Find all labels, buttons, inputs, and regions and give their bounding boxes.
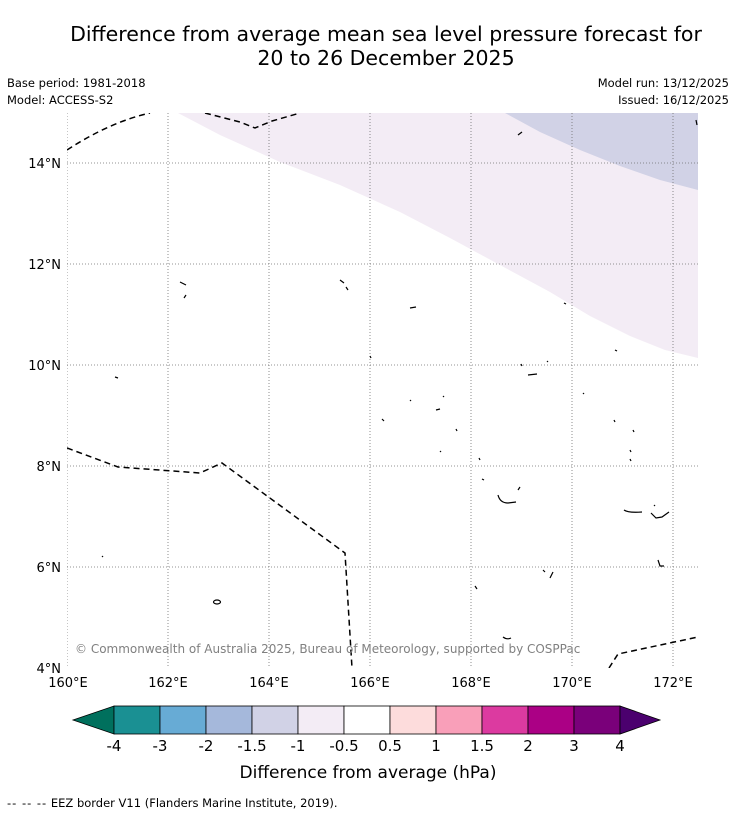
- colorbar-tick-label: 0.5: [378, 737, 402, 755]
- colorbar-bin: [435, 705, 483, 735]
- eez-legend-symbol: -- -- --: [7, 796, 48, 810]
- lon-tick-label: 168°E: [451, 676, 491, 691]
- lat-tick-label: 10°N: [28, 359, 61, 374]
- colorbar-bin: [389, 705, 437, 735]
- colorbar-bin: [251, 705, 299, 735]
- colorbar-bin: [527, 705, 575, 735]
- colorbar-bin: [205, 705, 253, 735]
- colorbar-tick-label: 1.5: [470, 737, 494, 755]
- colorbar-tick-label: -2: [199, 737, 214, 755]
- lon-tick-label: 160°E: [48, 676, 88, 691]
- anomaly-region-lavender: [505, 113, 698, 190]
- issued-date: Issued: 16/12/2025: [618, 93, 729, 107]
- colorbar-title: Difference from average (hPa): [240, 763, 497, 783]
- colorbar-tick-label: -3: [153, 737, 168, 755]
- colorbar-bin: [573, 705, 621, 735]
- lat-axis: 14°N 12°N 10°N 8°N 6°N 4°N: [28, 157, 61, 677]
- colorbar-tick-label: 2: [523, 737, 533, 755]
- colorbar-bin: [297, 705, 345, 735]
- gridlines: [67, 113, 698, 668]
- islands: [101, 119, 698, 640]
- lat-tick-label: 8°N: [37, 460, 62, 475]
- lon-axis: 160°E 162°E 164°E 166°E 168°E 170°E 172°…: [48, 676, 693, 691]
- colorbar-extend-max: [619, 705, 662, 735]
- lon-tick-label: 166°E: [350, 676, 390, 691]
- colorbar-extend-min: [71, 705, 115, 735]
- colorbar-tick-label: -4: [107, 737, 122, 755]
- colorbar-tick-label: 3: [569, 737, 579, 755]
- lat-tick-label: 6°N: [37, 561, 62, 576]
- base-period: Base period: 1981-2018: [7, 76, 146, 90]
- eez-borders: [67, 113, 698, 668]
- chart-title: Difference from average mean sea level p…: [40, 22, 732, 70]
- lat-tick-label: 12°N: [28, 258, 61, 273]
- eez-legend-text: EEZ border V11 (Flanders Marine Institut…: [50, 796, 338, 810]
- lon-tick-label: 162°E: [148, 676, 188, 691]
- lat-tick-label: 4°N: [37, 662, 62, 677]
- anomaly-region-light: [178, 113, 698, 358]
- legend-footer: -- -- -- EEZ border V11 (Flanders Marine…: [7, 796, 338, 810]
- copyright-text: © Commonwealth of Australia 2025, Bureau…: [75, 642, 580, 656]
- model-name: Model: ACCESS-S2: [7, 93, 114, 107]
- meta-left: Base period: 1981-2018 Model: ACCESS-S2: [7, 75, 146, 109]
- colorbar-bin: [481, 705, 529, 735]
- colorbar: -4 -3 -2 -1.5 -1 -0.5 0.5 1 1.5 2 3 4: [71, 705, 662, 755]
- colorbar-tick-label: -1: [291, 737, 306, 755]
- colorbar-tick-label: -0.5: [329, 737, 358, 755]
- colorbar-tick-label: 4: [615, 737, 625, 755]
- colorbar-bin: [159, 705, 207, 735]
- colorbar-tick-label: 1: [431, 737, 441, 755]
- lat-tick-label: 14°N: [28, 157, 61, 172]
- colorbar-tick-label: -1.5: [237, 737, 266, 755]
- map-plot-area: © Commonwealth of Australia 2025, Bureau…: [67, 113, 698, 668]
- lon-tick-label: 170°E: [552, 676, 592, 691]
- lon-tick-label: 172°E: [653, 676, 693, 691]
- colorbar-bin: [343, 705, 391, 735]
- meta-right: Model run: 13/12/2025 Issued: 16/12/2025: [598, 75, 729, 109]
- model-run: Model run: 13/12/2025: [597, 76, 729, 90]
- title-line-2: 20 to 26 December 2025: [257, 46, 515, 70]
- lon-tick-label: 164°E: [249, 676, 289, 691]
- title-line-1: Difference from average mean sea level p…: [70, 22, 702, 46]
- colorbar-bin: [113, 705, 161, 735]
